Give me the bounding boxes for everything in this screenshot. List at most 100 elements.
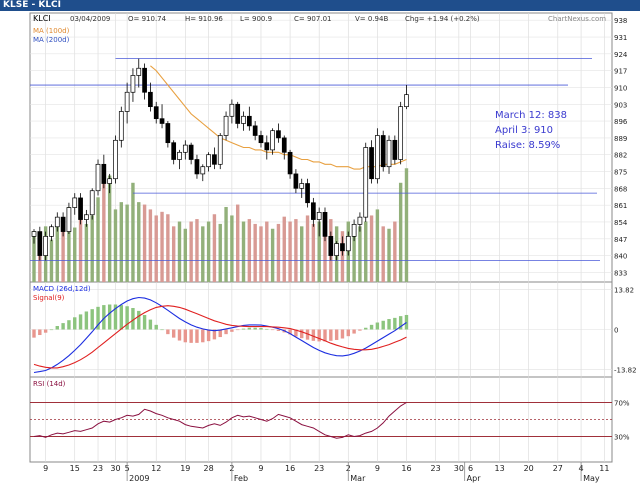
candle <box>72 193 78 215</box>
candle-body-up <box>345 236 351 252</box>
candle <box>241 111 246 131</box>
candle <box>200 164 206 182</box>
macd-histogram-bar <box>206 329 211 342</box>
candle <box>118 106 124 148</box>
volume-bar <box>253 223 257 282</box>
candle-body-down <box>148 91 153 108</box>
candle-body-up <box>270 130 275 151</box>
header-open: O= 910.74 <box>128 15 167 23</box>
volume-bar <box>294 219 298 282</box>
volume-bar <box>137 202 141 282</box>
rsi-indicator <box>30 402 612 439</box>
candle-body-up <box>316 211 322 220</box>
volume-bar <box>67 206 71 282</box>
candle-body-up <box>54 216 60 228</box>
legend-ma200: MA (200d) <box>33 36 70 44</box>
macd-histogram-bar <box>294 329 298 337</box>
macd-histogram-bar <box>142 314 147 330</box>
y-tick-label: 903 <box>614 101 627 109</box>
macd-tick-label: -13.82 <box>614 367 637 375</box>
candle-body-down <box>392 139 398 160</box>
candle-body-down <box>340 243 345 252</box>
rsi-tick-label: 70% <box>614 400 630 408</box>
macd-histogram-bar <box>90 309 94 330</box>
candle-body-up <box>118 111 124 141</box>
volume-bar <box>270 228 275 282</box>
candle-body-down <box>311 202 316 220</box>
volume-bar <box>201 226 205 282</box>
period-label: Mar <box>350 474 366 483</box>
macd-histogram-bar <box>131 307 135 330</box>
candle <box>37 226 43 261</box>
macd-histogram-bar <box>119 305 123 330</box>
candle <box>84 209 89 227</box>
header-change: Chg= +1.94 (+0.2%) <box>405 15 480 23</box>
candle <box>357 212 363 232</box>
y-tick-label: 840 <box>614 253 627 261</box>
macd-histogram-bar <box>311 329 316 341</box>
macd-histogram-bar <box>323 329 327 342</box>
macd-histogram-bar <box>32 329 36 338</box>
y-tick-label: 854 <box>614 219 628 227</box>
candle <box>322 207 328 242</box>
volume-bar <box>282 216 286 282</box>
period-label: 2009 <box>129 474 149 483</box>
y-tick-label: 924 <box>614 51 628 59</box>
macd-histogram-bar <box>212 329 217 340</box>
volume-bar <box>206 221 211 282</box>
macd-histogram-bar <box>329 329 333 341</box>
macd-histogram-bar <box>84 311 89 330</box>
volume-bar <box>305 215 310 282</box>
volume-bar <box>154 215 158 282</box>
candle-body-up <box>206 154 211 168</box>
candle <box>78 193 83 225</box>
candle <box>130 68 136 102</box>
candle <box>177 149 182 170</box>
macd-histogram-bar <box>387 319 391 330</box>
header-volume: V= 0.94B <box>355 15 388 23</box>
volume-bar <box>236 204 240 282</box>
x-tick-label: 9 <box>258 464 263 473</box>
y-tick-label: 917 <box>614 68 627 76</box>
candle-body-up <box>66 207 72 232</box>
macd-histogram-bar <box>276 329 281 331</box>
volume-bar <box>393 221 397 282</box>
macd-histogram-bar <box>369 324 374 330</box>
volume-bar <box>358 226 362 282</box>
period-label: Apr <box>467 474 482 483</box>
macd-histogram-bar <box>96 306 100 330</box>
candle <box>212 147 217 170</box>
candle-body-down <box>78 197 83 220</box>
candle <box>316 207 322 237</box>
legend-ma100: MA (100d) <box>33 27 70 35</box>
volume-bar <box>177 221 182 282</box>
macd-histogram-bar <box>334 329 339 340</box>
candle <box>305 178 310 208</box>
macd-histogram-bar <box>218 329 222 338</box>
y-tick-label: 875 <box>614 169 627 177</box>
candle <box>311 197 316 227</box>
macd-tick-label: 13.82 <box>614 286 634 294</box>
candle <box>43 231 48 261</box>
candle <box>281 135 287 160</box>
volume-bar <box>317 221 321 282</box>
candle-body-up <box>107 178 113 184</box>
x-tick-label: 12 <box>151 464 161 473</box>
candle <box>287 149 293 179</box>
candle-body-down <box>252 125 258 136</box>
volume-bar <box>90 215 94 282</box>
macd-histogram-bar <box>247 327 252 330</box>
volume-bar <box>352 223 356 282</box>
volume-bar <box>311 223 316 282</box>
volume-bar <box>160 211 164 282</box>
candle-body-up <box>299 183 305 189</box>
volume-bar <box>218 223 222 282</box>
x-tick-label: 13 <box>495 464 505 473</box>
x-tick-label: 28 <box>204 464 214 473</box>
volume-bar <box>300 226 304 282</box>
candle-body-down <box>258 135 264 144</box>
y-tick-label: 861 <box>614 202 627 210</box>
macd-histogram-bar <box>253 327 257 330</box>
candle <box>363 142 369 222</box>
volume-bar <box>84 223 89 282</box>
